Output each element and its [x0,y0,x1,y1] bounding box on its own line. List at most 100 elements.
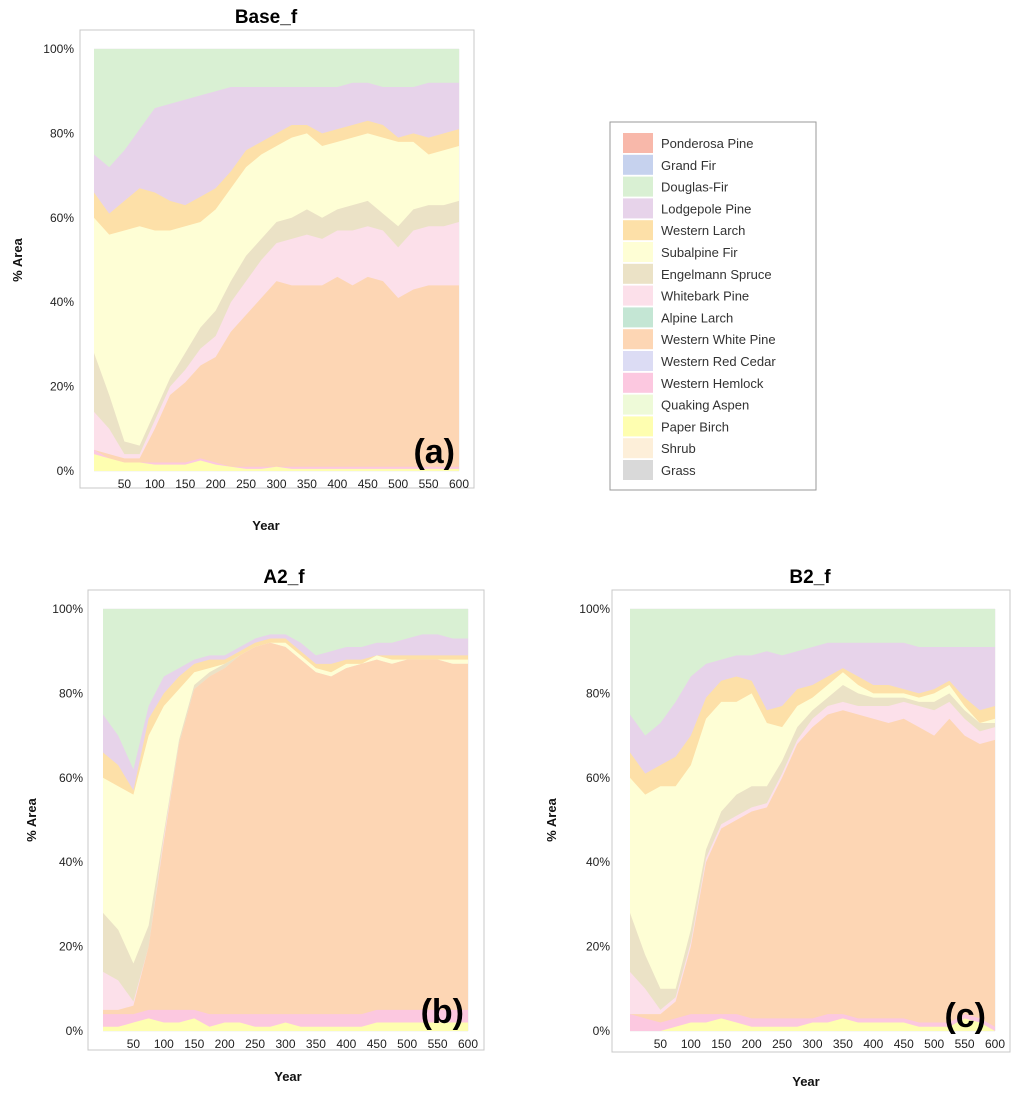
legend-label-western-red-cedar: Western Red Cedar [661,354,776,369]
y-tick-label: 20% [586,940,610,954]
legend-items: Ponderosa Pine Grand Fir Douglas-Fir Lodgep… [623,133,776,480]
x-tick-label: 350 [306,1037,326,1051]
y-tick-label: 60% [586,771,610,785]
legend-label-grand-fir: Grand Fir [661,158,717,173]
x-tick-label: 500 [397,1037,417,1051]
y-tick-label: 80% [50,126,74,140]
panel-base-f: Base_f 0% 20% 40% 60% 80% 100% 50 100 150 200 250… [10,7,475,533]
legend-label-shrub: Shrub [661,441,696,456]
legend-label-alpine-larch: Alpine Larch [661,310,733,325]
legend-label-western-white-pine: Western White Pine [661,332,776,347]
panel-a2-f: A2_f 0% 20% 40% 60% 80% 100% 50 100 150 200 250 30… [24,567,485,1084]
x-tick-label: 500 [924,1037,944,1051]
x-tick-label: 250 [236,477,256,491]
y-tick-label: 40% [586,855,610,869]
x-tick-label: 350 [297,477,317,491]
panel-label: (b) [421,993,464,1031]
legend-swatch-grass [623,460,653,480]
legend-swatch-western-hemlock [623,372,653,393]
y-tick-label: 100% [579,602,610,616]
panel-label: (a) [413,433,455,471]
x-tick-label: 200 [742,1037,762,1051]
y-tick-label: 100% [43,42,74,56]
x-tick-label: 400 [327,477,347,491]
legend-swatch-paper-birch [623,416,653,437]
panel-b2-f: B2_f 0% 20% 40% 60% 80% 100% 50 100 150 200 250 30… [544,567,1011,1089]
x-tick-label: 600 [458,1037,478,1051]
x-tick-label: 100 [681,1037,701,1051]
x-axis-label: Year [792,1074,819,1089]
legend-label-whitebark-pine: Whitebark Pine [661,289,749,304]
x-axis-ticks: 50 100 150 200 250 300 350 400 450 500 550 600 [127,1037,479,1051]
legend-label-western-larch: Western Larch [661,223,745,238]
x-tick-label: 100 [145,477,165,491]
y-tick-label: 80% [59,686,83,700]
x-axis-ticks: 50 100 150 200 250 300 350 400 450 500 550 600 [118,477,470,491]
area-paper-birch [94,454,459,471]
plot-frame [79,29,475,489]
x-tick-label: 550 [428,1037,448,1051]
x-tick-label: 150 [175,477,195,491]
y-axis-label: % Area [10,237,25,281]
x-tick-label: 300 [802,1037,822,1051]
x-tick-label: 200 [206,477,226,491]
legend-swatch-whitebark-pine [623,285,653,306]
legend-label-lodgepole-pine: Lodgepole Pine [661,201,751,216]
x-tick-label: 50 [654,1037,668,1051]
x-tick-label: 450 [358,477,378,491]
legend-label-douglas-fir: Douglas-Fir [661,180,729,195]
x-tick-label: 50 [118,477,132,491]
area-layers [103,609,468,1031]
chart-title: Base_f [235,7,298,28]
x-tick-label: 250 [245,1037,265,1051]
legend-swatch-lodgepole-pine [623,198,653,219]
y-axis-label: % Area [24,797,39,841]
plot-frame [611,589,1011,1053]
x-tick-label: 450 [367,1037,387,1051]
x-tick-label: 400 [336,1037,356,1051]
y-tick-label: 40% [50,295,74,309]
legend-label-engelmann-spruce: Engelmann Spruce [661,267,772,282]
legend-swatch-western-red-cedar [623,351,653,371]
legend-swatch-douglas-fir [623,176,653,197]
area-western-white-pine [103,642,468,1031]
legend: Ponderosa Pine Grand Fir Douglas-Fir Lodgep… [609,121,817,491]
x-tick-label: 200 [215,1037,235,1051]
y-tick-label: 40% [59,855,83,869]
x-tick-label: 600 [449,477,469,491]
legend-swatch-western-white-pine [623,329,653,350]
y-tick-label: 0% [593,1024,611,1038]
legend-label-paper-birch: Paper Birch [661,419,729,434]
y-axis-ticks: 0% 20% 40% 60% 80% 100% [43,42,74,478]
area-paper-birch [103,1018,468,1031]
plot-frame [87,589,485,1051]
legend-label-western-hemlock: Western Hemlock [661,376,764,391]
area-layers [94,49,459,472]
x-tick-label: 250 [772,1037,792,1051]
chart-title: B2_f [789,567,831,588]
legend-swatch-subalpine-fir [623,242,653,262]
x-tick-label: 300 [275,1037,295,1051]
legend-swatch-engelmann-spruce [623,263,653,284]
y-tick-label: 20% [50,380,74,394]
x-tick-label: 400 [863,1037,883,1051]
legend-label-ponderosa-pine: Ponderosa Pine [661,136,754,151]
x-tick-label: 550 [419,477,439,491]
x-tick-label: 100 [154,1037,174,1051]
legend-swatch-western-larch [623,220,653,241]
y-tick-label: 100% [52,602,83,616]
x-tick-label: 300 [266,477,286,491]
legend-swatch-ponderosa-pine [623,133,653,153]
x-tick-label: 350 [833,1037,853,1051]
x-tick-label: 600 [985,1037,1005,1051]
y-axis-label: % Area [544,797,559,841]
y-axis-ticks: 0% 20% 40% 60% 80% 100% [579,602,610,1038]
y-tick-label: 20% [59,940,83,954]
legend-swatch-shrub [623,438,653,459]
x-tick-label: 450 [894,1037,914,1051]
legend-label-grass: Grass [661,463,696,478]
legend-swatch-alpine-larch [623,307,653,328]
x-axis-label: Year [274,1069,301,1084]
y-tick-label: 0% [66,1024,84,1038]
